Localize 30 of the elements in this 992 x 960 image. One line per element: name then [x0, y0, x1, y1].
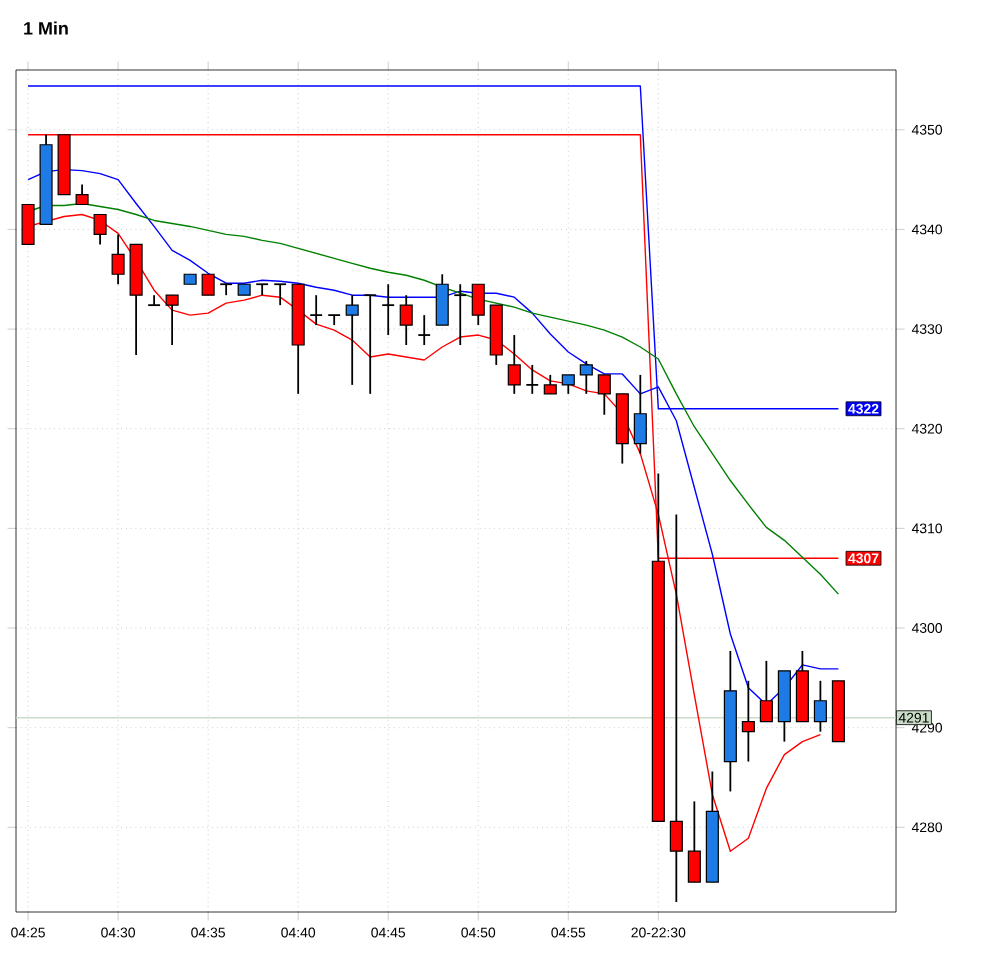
candlestick [327, 314, 342, 326]
candlestick [543, 374, 557, 395]
candlestick [741, 679, 755, 763]
candlestick [471, 283, 485, 326]
candlestick [345, 294, 359, 386]
candlestick [381, 283, 396, 336]
candlestick [165, 294, 179, 346]
candlestick [687, 800, 701, 884]
candlestick [75, 183, 89, 206]
candlestick [759, 659, 773, 723]
candlestick [507, 334, 521, 395]
candlestick [633, 374, 647, 455]
candlestick [435, 273, 449, 326]
candlestick [525, 364, 540, 395]
candlestick [453, 283, 468, 346]
candlestick [597, 374, 611, 416]
candlestick [111, 233, 125, 286]
candlestick [399, 294, 413, 346]
candlestick [417, 314, 432, 346]
candlestick [219, 283, 233, 297]
chart-title: 1 Min [24, 21, 68, 35]
candlestick [579, 360, 593, 395]
candlestick [147, 294, 161, 307]
candlestick [363, 294, 378, 395]
candlestick [561, 374, 575, 395]
candlestick [813, 679, 827, 733]
candlestick [255, 283, 269, 297]
candlestick [309, 294, 324, 326]
candlestick [273, 283, 288, 307]
candlestick [201, 273, 215, 297]
